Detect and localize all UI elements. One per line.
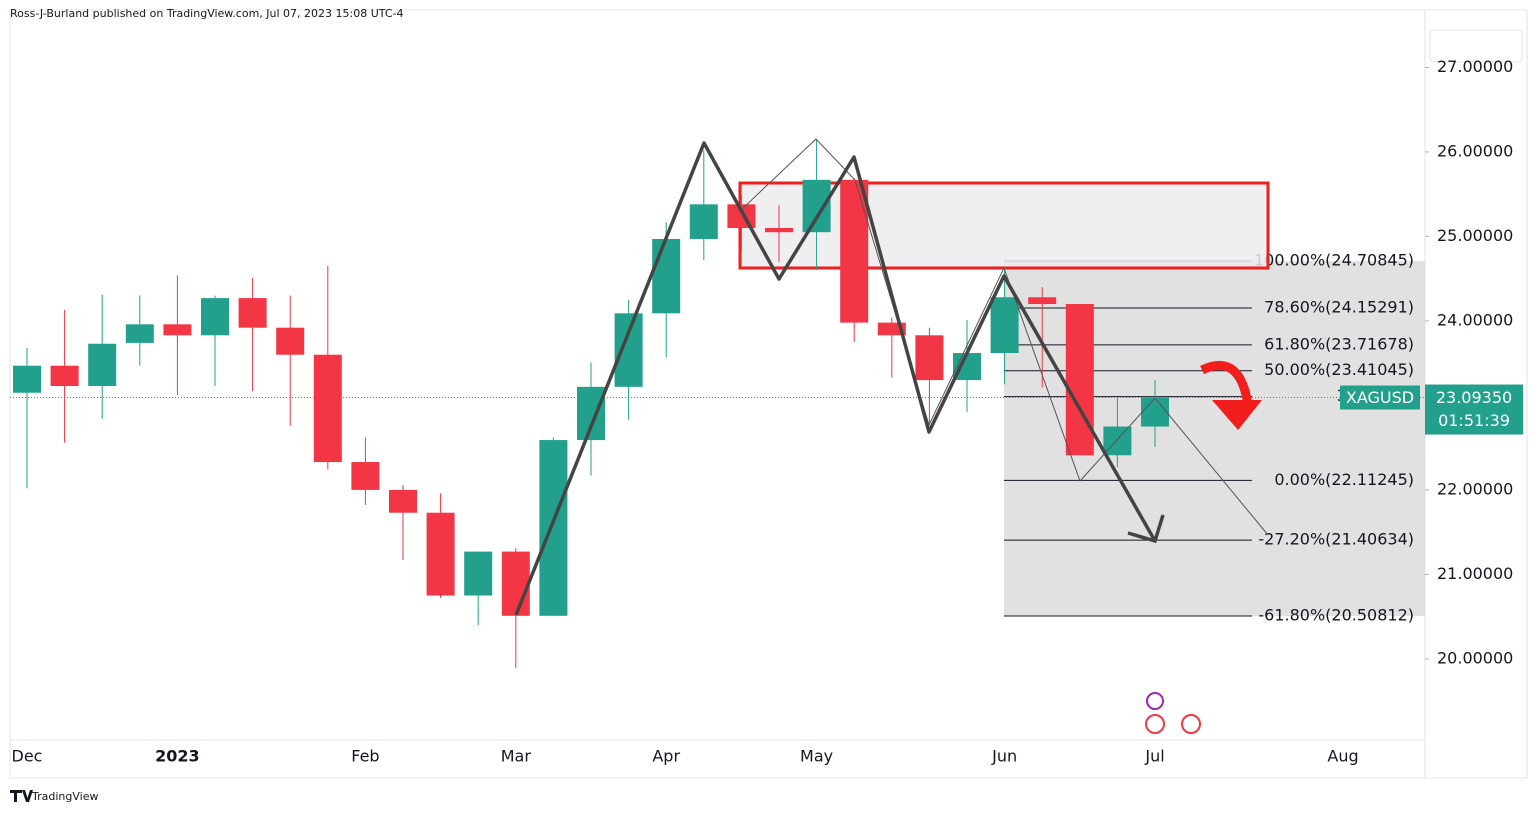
- candle-body: [990, 297, 1019, 354]
- candle-body: [802, 179, 831, 233]
- fib-label: -61.80%(20.50812): [1258, 605, 1414, 624]
- candle-body: [652, 238, 681, 314]
- candle-body: [426, 512, 455, 596]
- candle-body: [1028, 297, 1057, 305]
- candle-body: [276, 327, 305, 355]
- candle-body: [201, 298, 229, 336]
- fib-label: 100.00%(24.70845): [1254, 251, 1414, 270]
- candle-body: [689, 204, 718, 239]
- countdown-label: 01:51:39: [1438, 411, 1510, 430]
- candle-body: [351, 462, 380, 490]
- x-tick-label: Jun: [991, 747, 1017, 766]
- candle-body: [88, 343, 117, 386]
- x-tick-label: Apr: [652, 747, 680, 766]
- symbol-label: XAGUSD: [1346, 388, 1414, 407]
- zigzag: [514, 141, 1157, 616]
- event-icon[interactable]: [1146, 692, 1164, 710]
- y-tick-label: 26.00000: [1437, 141, 1513, 160]
- y-tick-label: 27.00000: [1437, 57, 1513, 76]
- red-arrow-head: [1212, 400, 1262, 430]
- candle-body: [915, 335, 944, 381]
- price-badge: [1425, 384, 1523, 435]
- candle-body: [501, 551, 530, 616]
- y-tick-label: 21.00000: [1437, 564, 1513, 583]
- candle-body: [125, 324, 154, 343]
- candle-body: [539, 440, 568, 616]
- candle-body: [765, 227, 793, 233]
- fib-label: 50.00%(23.41045): [1264, 360, 1414, 379]
- candle-body: [238, 298, 267, 328]
- fib-label: -27.20%(21.40634): [1258, 530, 1414, 549]
- symbol-badge: [1340, 385, 1420, 410]
- candle-body: [464, 551, 493, 596]
- x-tick-label: Mar: [501, 747, 532, 766]
- x-tick-label: Feb: [351, 747, 379, 766]
- event-icon[interactable]: [1145, 714, 1165, 734]
- candle-body: [614, 313, 643, 387]
- chart-frame: [9, 9, 1528, 779]
- x-tick-label: Jul: [1144, 747, 1164, 766]
- x-tick-label: Aug: [1327, 747, 1358, 766]
- candle-body: [1065, 304, 1094, 456]
- arrow-head: [1127, 514, 1165, 544]
- last-price-label: 23.09350: [1436, 388, 1512, 407]
- candle-body: [840, 179, 869, 323]
- candle-body: [50, 365, 79, 386]
- candle-body: [163, 324, 192, 336]
- x-tick-label: May: [800, 747, 833, 766]
- tv-logo: [10, 790, 33, 802]
- y-tick-label: 22.00000: [1437, 479, 1513, 498]
- axes: 20.00000 21.00000 22.00000 24.00000 25.00000…: [12, 57, 1523, 766]
- footer-brand: TradingView: [31, 790, 98, 803]
- candle-body: [13, 365, 41, 393]
- fib-label: 61.80%(23.71678): [1264, 334, 1414, 353]
- event-icon[interactable]: [1181, 714, 1201, 734]
- axis-button[interactable]: [1429, 29, 1523, 63]
- candle-body: [1141, 397, 1169, 427]
- candle-body: [313, 354, 342, 463]
- drawings: [514, 138, 1269, 734]
- candles: [13, 139, 1169, 669]
- y-tick-label: 24.00000: [1437, 310, 1513, 329]
- fib-label: 0.00%(22.11245): [1274, 470, 1414, 489]
- candle-body: [577, 386, 605, 441]
- candle-body: [389, 489, 417, 513]
- y-tick-label: 25.00000: [1437, 226, 1513, 245]
- red-arrow: [1200, 361, 1253, 406]
- x-tick-label: Dec: [12, 747, 43, 766]
- y-tick-label: 20.00000: [1437, 648, 1513, 667]
- publisher-note: Ross-J-Burland published on TradingView.…: [10, 7, 404, 20]
- fib-label: 78.60%(24.15291): [1264, 298, 1414, 317]
- x-tick-label: 2023: [155, 747, 200, 766]
